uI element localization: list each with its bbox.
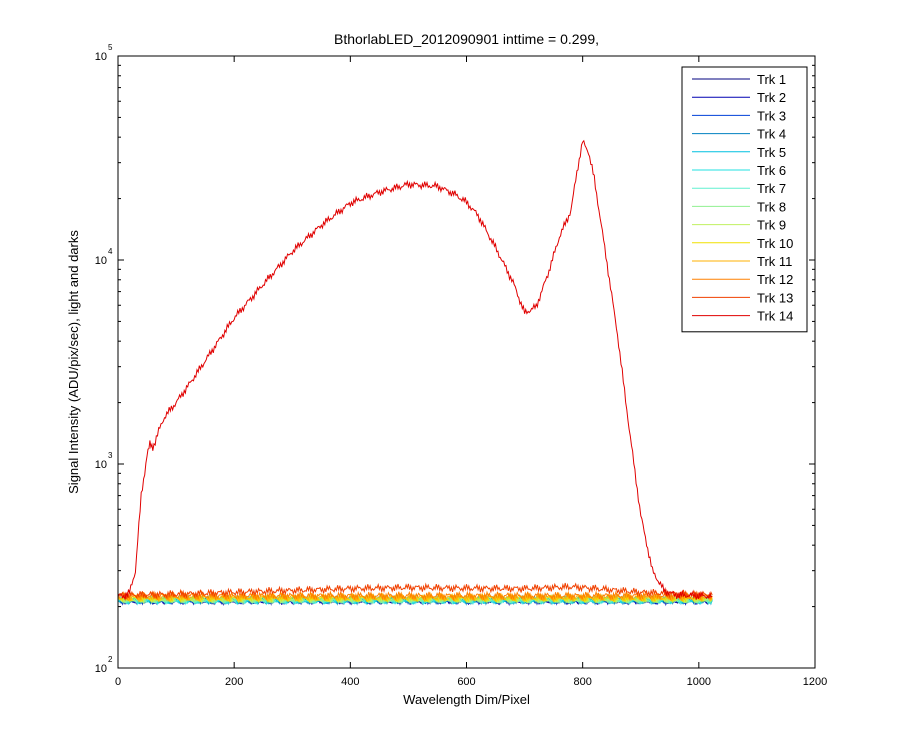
series-line — [117, 582, 713, 600]
legend-entry-label: Trk 7 — [757, 181, 786, 196]
x-tick-label: 1000 — [687, 676, 711, 688]
y-tick-label: 10 — [95, 255, 107, 267]
y-tick-exponent: 2 — [108, 655, 113, 664]
y-tick-label: 10 — [95, 51, 107, 63]
legend-entry-label: Trk 1 — [757, 72, 786, 87]
legend-entry-label: Trk 13 — [757, 290, 793, 305]
series-line — [117, 591, 713, 604]
x-tick-label: 800 — [573, 676, 591, 688]
legend-entry-label: Trk 14 — [757, 309, 793, 324]
y-tick-label: 10 — [95, 663, 107, 675]
x-tick-label: 600 — [457, 676, 475, 688]
legend: Trk 1 Trk 2 Trk 3 Trk 4 Trk 5 Trk 6 Trk 7 Trk 8… — [681, 66, 808, 333]
legend-entry-label: Trk 5 — [757, 145, 786, 160]
legend-entry-label: Trk 10 — [757, 236, 793, 251]
legend-entry-label: Trk 4 — [757, 127, 786, 142]
legend-box — [681, 66, 808, 333]
legend-entry-label: Trk 3 — [757, 108, 786, 123]
legend-entry-label: Trk 12 — [757, 272, 793, 287]
legend-entry-label: Trk 2 — [757, 90, 786, 105]
legend-entry-label: Trk 11 — [757, 254, 792, 269]
chart-title: BthorlabLED_2012090901 inttime = 0.299, — [334, 31, 599, 47]
legend-entry-label: Trk 6 — [757, 163, 786, 178]
x-tick-label: 200 — [225, 676, 243, 688]
series-layer — [117, 139, 713, 607]
y-tick-exponent: 3 — [108, 451, 113, 460]
x-tick-label: 400 — [341, 676, 359, 688]
legend-entry-label: Trk 9 — [757, 218, 786, 233]
y-axis-label: Signal Intensity (ADU/pix/sec), light an… — [66, 230, 81, 494]
y-tick-label: 10 — [95, 459, 107, 471]
x-tick-label: 0 — [115, 676, 121, 688]
plot-frame — [117, 55, 816, 669]
series-line — [117, 590, 713, 602]
y-tick-exponent: 4 — [108, 247, 113, 256]
x-axis-label: Wavelength Dim/Pixel — [403, 692, 530, 707]
x-tick-label: 1200 — [803, 676, 827, 688]
legend-entry-label: Trk 8 — [757, 199, 786, 214]
series-line — [117, 139, 713, 601]
y-tick-exponent: 5 — [108, 43, 113, 52]
